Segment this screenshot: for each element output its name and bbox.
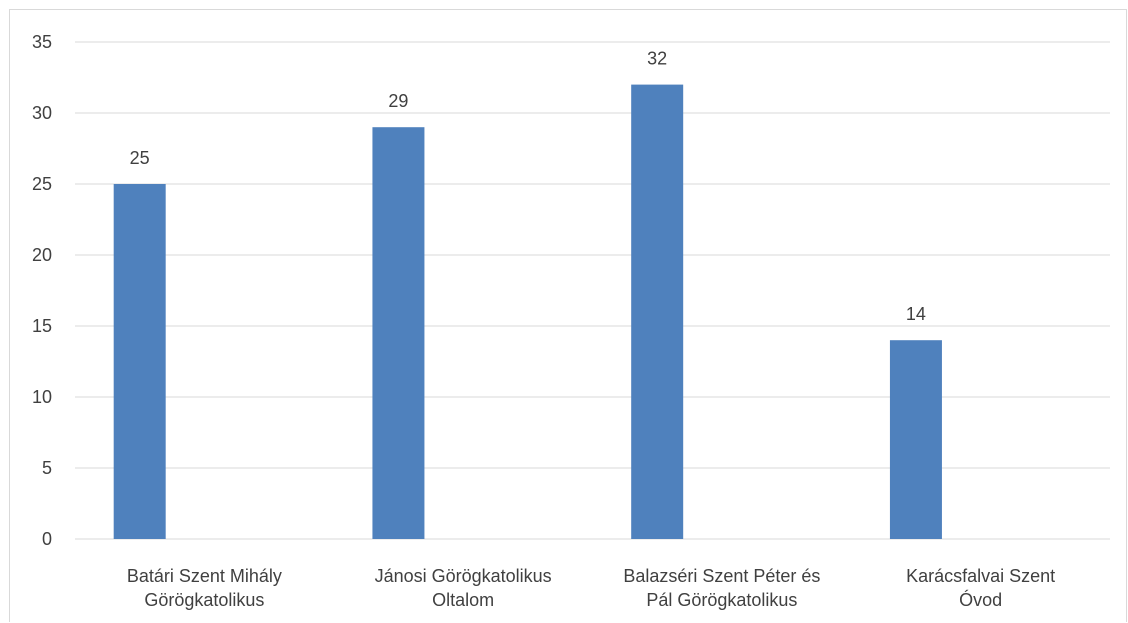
category-label-3-line-1: Óvod (959, 589, 1002, 610)
y-tick-label-30: 30 (32, 103, 52, 123)
y-tick-label-25: 25 (32, 174, 52, 194)
y-tick-label-20: 20 (32, 245, 52, 265)
category-label-0-line-1: Görögkatolikus (144, 590, 264, 610)
category-label-0-line-0: Batári Szent Mihály (127, 566, 282, 586)
y-tick-label-5: 5 (42, 458, 52, 478)
data-label-2: 32 (647, 49, 667, 69)
category-label-2-line-0: Balazséri Szent Péter és (623, 566, 820, 586)
chart-border (9, 9, 1127, 622)
y-tick-label-15: 15 (32, 316, 52, 336)
category-label-2-line-1: Pál Görögkatolikus (646, 590, 797, 610)
data-label-3: 14 (906, 304, 926, 324)
data-label-0: 25 (130, 148, 150, 168)
bar-2 (631, 84, 684, 539)
category-label-1-line-1: Oltalom (432, 590, 494, 610)
bar-1 (372, 127, 425, 539)
bar-0 (113, 184, 166, 539)
y-tick-label-35: 35 (32, 32, 52, 52)
bar-3 (889, 340, 942, 539)
y-tick-label-10: 10 (32, 387, 52, 407)
category-label-1-line-0: Jánosi Görögkatolikus (375, 566, 552, 586)
y-tick-label-0: 0 (42, 529, 52, 549)
category-label-3-line-0: Karácsfalvai Szent (906, 566, 1055, 586)
data-label-1: 29 (388, 91, 408, 111)
